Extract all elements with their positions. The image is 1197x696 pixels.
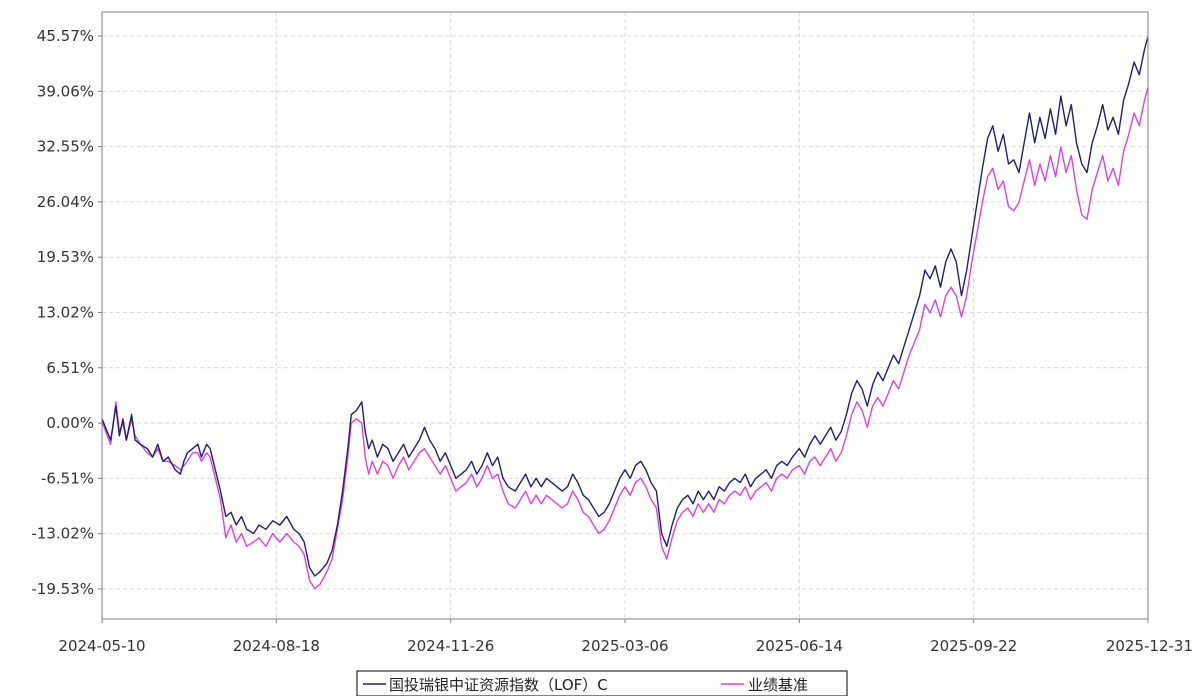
y-tick-label: 19.53% xyxy=(37,248,94,266)
y-tick-label: -19.53% xyxy=(31,580,94,598)
plot-area-border xyxy=(101,11,1149,620)
y-tick-label: 26.04% xyxy=(37,193,94,211)
series-line-1 xyxy=(101,36,1149,577)
x-tick-label: 2024-05-10 xyxy=(58,637,145,655)
y-tick-label: 39.06% xyxy=(37,82,94,100)
x-tick-label: 2024-11-26 xyxy=(407,637,494,655)
y-tick-label: -13.02% xyxy=(31,525,94,543)
legend-box xyxy=(356,670,848,696)
x-tick-label: 2025-12-31 xyxy=(1106,637,1193,655)
y-tick-label: 6.51% xyxy=(46,359,94,377)
y-tick-label: 45.57% xyxy=(37,27,94,45)
x-tick-label: 2025-06-14 xyxy=(756,637,843,655)
x-tick-label: 2025-03-06 xyxy=(581,637,668,655)
y-tick-label: 32.55% xyxy=(37,138,94,156)
series-lines xyxy=(101,36,1149,590)
legend-label-series-2: 业绩基准 xyxy=(748,676,808,694)
series-line-2 xyxy=(101,87,1149,590)
legend: 国投瑞银中证资源指数（LOF）C 业绩基准 xyxy=(356,670,848,696)
x-tick-label: 2025-09-22 xyxy=(930,637,1017,655)
x-tick-label: 2024-08-18 xyxy=(233,637,320,655)
y-tick-label: -6.51% xyxy=(41,469,94,487)
y-tick-label: 0.00% xyxy=(46,414,94,432)
axes: 45.57% 39.06% 32.55% 26.04% 19.53% 13.02% 6.51… xyxy=(31,27,1193,655)
legend-label-series-1: 国投瑞银中证资源指数（LOF）C xyxy=(389,676,608,694)
y-tick-label: 13.02% xyxy=(37,304,94,322)
